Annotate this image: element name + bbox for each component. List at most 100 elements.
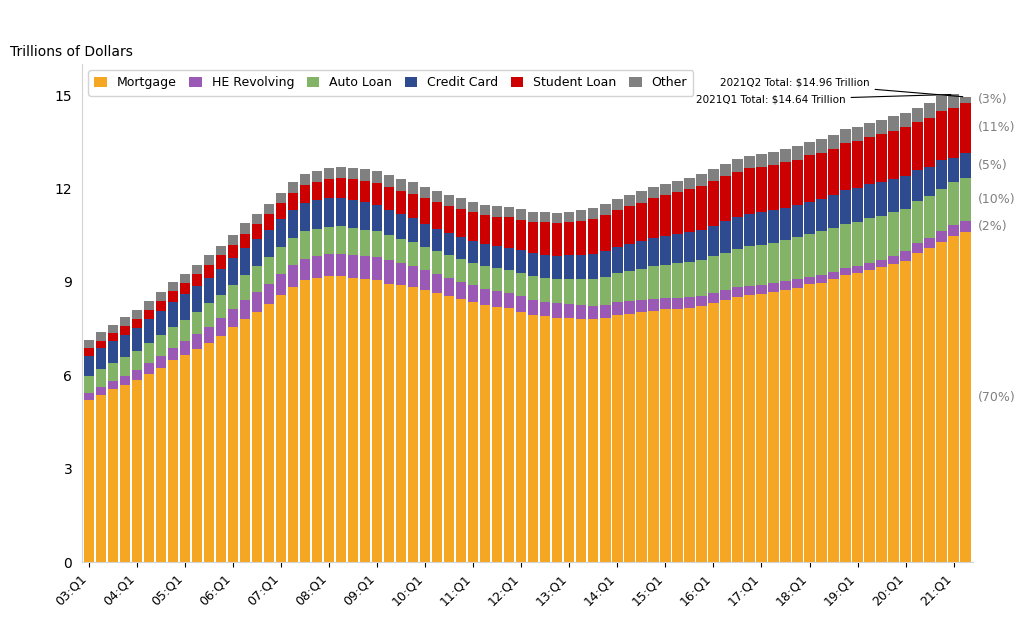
Bar xyxy=(709,226,719,256)
Bar xyxy=(709,169,719,181)
Bar xyxy=(396,190,407,214)
Bar xyxy=(625,301,635,314)
Bar xyxy=(493,268,503,291)
Bar xyxy=(156,356,166,367)
Bar xyxy=(516,296,526,312)
Bar xyxy=(312,171,323,182)
Bar xyxy=(336,226,346,254)
Bar xyxy=(864,219,874,263)
Bar xyxy=(180,274,190,283)
Bar xyxy=(816,199,826,231)
Bar xyxy=(937,96,946,111)
Bar xyxy=(336,276,346,562)
Bar xyxy=(564,255,574,279)
Bar xyxy=(204,304,214,327)
Bar xyxy=(384,235,394,259)
Bar xyxy=(528,300,539,314)
Bar xyxy=(552,279,562,304)
Bar xyxy=(516,250,526,273)
Bar xyxy=(684,308,694,562)
Bar xyxy=(276,247,287,274)
Bar xyxy=(636,312,646,562)
Bar xyxy=(625,244,635,271)
Bar xyxy=(288,287,298,562)
Bar xyxy=(432,251,442,274)
Bar xyxy=(276,219,287,247)
Bar xyxy=(312,200,323,229)
Bar xyxy=(216,268,226,295)
Bar xyxy=(720,176,730,221)
Bar xyxy=(228,258,239,285)
Bar xyxy=(793,279,803,288)
Bar xyxy=(432,202,442,229)
Bar xyxy=(300,174,310,185)
Bar xyxy=(744,168,755,213)
Bar xyxy=(577,279,587,305)
Bar xyxy=(636,203,646,242)
Bar xyxy=(564,304,574,318)
Bar xyxy=(193,265,203,274)
Bar xyxy=(636,191,646,203)
Bar xyxy=(396,285,407,562)
Bar xyxy=(937,111,946,160)
Bar xyxy=(228,285,239,309)
Bar xyxy=(673,263,683,298)
Bar xyxy=(684,178,694,189)
Bar xyxy=(612,210,623,247)
Bar xyxy=(252,213,262,224)
Bar xyxy=(96,395,106,562)
Bar xyxy=(696,260,707,296)
Bar xyxy=(684,297,694,308)
Bar xyxy=(793,205,803,238)
Bar xyxy=(420,289,430,562)
Bar xyxy=(948,109,958,158)
Bar xyxy=(805,284,815,562)
Bar xyxy=(384,210,394,235)
Bar xyxy=(457,299,466,562)
Bar xyxy=(84,400,94,562)
Bar xyxy=(768,210,778,243)
Bar xyxy=(552,213,562,223)
Bar xyxy=(168,282,178,291)
Bar xyxy=(877,181,887,215)
Bar xyxy=(937,189,946,231)
Bar xyxy=(841,224,851,268)
Bar xyxy=(600,318,610,562)
Bar xyxy=(409,219,419,242)
Bar xyxy=(240,224,250,234)
Bar xyxy=(216,256,226,268)
Bar xyxy=(889,116,899,131)
Bar xyxy=(109,325,118,333)
Bar xyxy=(420,270,430,289)
Bar xyxy=(276,295,287,562)
Bar xyxy=(457,209,466,237)
Bar xyxy=(132,371,142,380)
Bar xyxy=(600,204,610,215)
Bar xyxy=(204,265,214,277)
Bar xyxy=(264,304,274,562)
Bar xyxy=(828,279,839,562)
Bar xyxy=(864,123,874,137)
Bar xyxy=(816,153,826,199)
Bar xyxy=(444,206,455,233)
Bar xyxy=(864,263,874,270)
Bar xyxy=(841,268,851,275)
Bar xyxy=(805,277,815,284)
Bar xyxy=(120,326,130,335)
Bar xyxy=(744,295,755,562)
Bar xyxy=(360,229,371,256)
Bar xyxy=(336,197,346,226)
Bar xyxy=(660,298,671,309)
Bar xyxy=(240,248,250,275)
Bar xyxy=(673,298,683,309)
Bar xyxy=(468,241,478,263)
Bar xyxy=(648,266,658,299)
Bar xyxy=(528,212,539,222)
Bar xyxy=(264,204,274,214)
Bar xyxy=(828,228,839,272)
Bar xyxy=(564,222,574,255)
Bar xyxy=(528,222,539,253)
Bar xyxy=(132,351,142,371)
Bar xyxy=(480,289,490,305)
Bar xyxy=(589,219,598,254)
